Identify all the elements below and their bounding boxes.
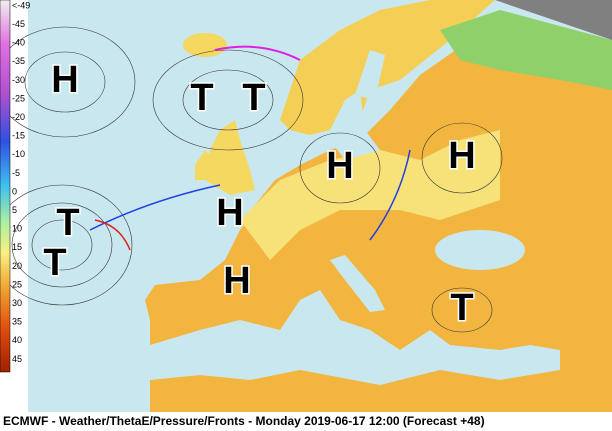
adriatic [330,255,385,312]
land-warm [240,130,500,260]
gulf-of-bothnia [355,50,385,100]
cold-front [369,149,411,241]
scale-label: -40 [12,38,25,48]
scale-label: <-49 [12,0,30,10]
scale-label: -10 [12,149,25,159]
pressure-center: T [43,242,66,284]
warm-front [94,219,131,251]
pressure-center: T [56,202,79,244]
pressure-center: H [51,59,78,101]
isobar [182,69,274,131]
scale-label: 35 [12,317,22,327]
scale-label: 15 [12,242,22,252]
color-bar [0,0,11,373]
scale-label: 40 [12,335,22,345]
pressure-center: H [216,192,243,234]
scale-label: -35 [12,56,25,66]
scale-label: -25 [12,93,25,103]
land-green [440,10,612,90]
isobars [0,26,503,333]
pressure-center: T [242,77,265,119]
isobar [421,122,503,194]
isobar [431,287,493,333]
isobar [11,202,113,288]
isobar [299,132,381,204]
no-data [495,0,612,40]
scale-label: 45 [12,354,22,364]
ireland [195,150,215,180]
scale-labels: <-49 -45 -40 -35 -30 -25 -20 -15 -10 -5 0 5 10 15 20 25… [12,0,30,363]
isobar [0,26,136,138]
scale-label: 10 [12,224,22,234]
isobar [24,51,106,113]
scale-label: 5 [12,205,17,215]
great-britain [205,120,255,195]
scale-label: 30 [12,298,22,308]
pressure-center: T [450,287,473,329]
land [145,20,612,412]
scandinavia [280,0,495,135]
scale-label: -20 [12,112,25,122]
mediterranean [150,290,560,385]
isobar [0,184,133,306]
scale-label: -15 [12,131,25,141]
black-sea [435,230,525,270]
scale-label: 20 [12,261,22,271]
pressure-center: T [190,77,213,119]
pressure-center: H [223,260,250,302]
scale-label: -30 [12,75,25,85]
scale-label: -45 [12,19,25,29]
pressure-center: H [448,135,475,177]
scale-label: -5 [12,168,20,178]
iceland [183,33,227,57]
isobar [152,49,304,151]
cold-front [89,184,221,231]
isobar [31,219,93,271]
scale-label: 25 [12,279,22,289]
pressure-center: H [326,145,353,187]
scale-label: 0 [12,186,17,196]
map [0,0,612,412]
occluded-front [214,45,301,61]
footer: ECMWF - Weather/ThetaE/Pressure/Fronts -… [3,414,485,428]
footer-bar [0,412,612,431]
